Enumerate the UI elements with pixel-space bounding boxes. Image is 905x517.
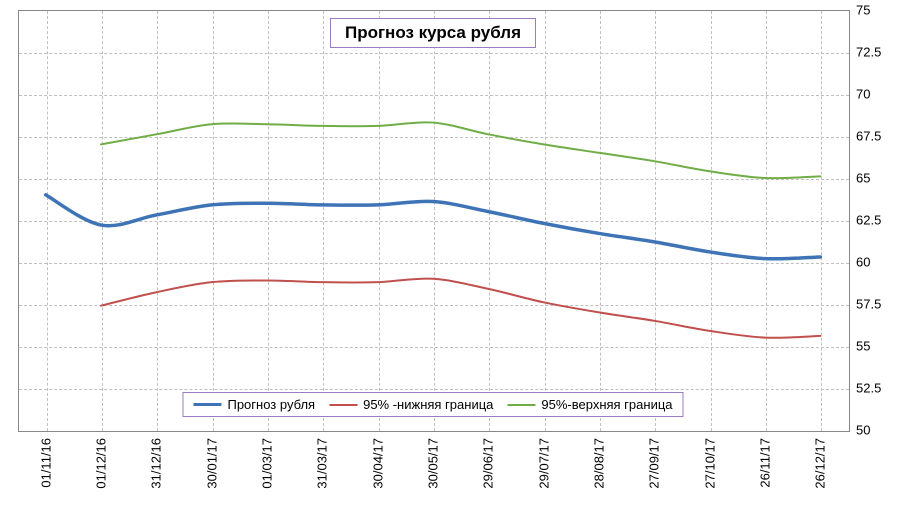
x-tick-label: 30/01/17 bbox=[204, 438, 219, 489]
y-tick-label: 57.5 bbox=[856, 297, 881, 312]
x-tick-label: 27/10/17 bbox=[702, 438, 717, 489]
y-tick-label: 60 bbox=[856, 255, 870, 270]
x-tick-label: 26/11/17 bbox=[758, 438, 773, 488]
y-tick-label: 55 bbox=[856, 339, 870, 354]
x-tick-label: 30/05/17 bbox=[426, 438, 441, 489]
legend-swatch bbox=[193, 403, 221, 407]
x-tick-label: 01/12/16 bbox=[94, 438, 109, 489]
y-tick-label: 70 bbox=[856, 87, 870, 102]
x-tick-label: 26/12/17 bbox=[813, 438, 828, 489]
x-tick-label: 31/03/17 bbox=[315, 438, 330, 489]
x-tick-label: 30/04/17 bbox=[370, 438, 385, 489]
legend-label: 95%-верхняя граница bbox=[541, 397, 672, 412]
legend-label: Прогноз рубля bbox=[227, 397, 315, 412]
x-tick-label: 27/09/17 bbox=[647, 438, 662, 489]
y-tick-label: 52.5 bbox=[856, 381, 881, 396]
legend-item: 95%-верхняя граница bbox=[507, 397, 672, 412]
y-tick-label: 62.5 bbox=[856, 213, 881, 228]
x-tick-label: 29/07/17 bbox=[536, 438, 551, 489]
legend-label: 95% -нижняя граница bbox=[363, 397, 493, 412]
legend-item: Прогноз рубля bbox=[193, 397, 315, 412]
y-tick-label: 50 bbox=[856, 423, 870, 438]
x-tick-label: 01/11/16 bbox=[38, 438, 53, 488]
chart-legend: Прогноз рубля 95% -нижняя граница 95%-верх… bbox=[182, 392, 683, 417]
y-tick-label: 75 bbox=[856, 3, 870, 18]
x-tick-label: 29/06/17 bbox=[481, 438, 496, 489]
legend-swatch bbox=[507, 404, 535, 406]
legend-swatch bbox=[329, 404, 357, 406]
chart-title: Прогноз курса рубля bbox=[330, 18, 536, 48]
y-tick-label: 65 bbox=[856, 171, 870, 186]
x-tick-label: 01/03/17 bbox=[260, 438, 275, 489]
series-line bbox=[101, 122, 820, 178]
x-tick-label: 31/12/16 bbox=[149, 438, 164, 489]
chart-container: Прогноз курса рубля Прогноз рубля 95% -ни… bbox=[0, 0, 905, 517]
x-tick-label: 28/08/17 bbox=[592, 438, 607, 489]
series-line bbox=[46, 195, 821, 259]
legend-item: 95% -нижняя граница bbox=[329, 397, 493, 412]
y-tick-label: 67.5 bbox=[856, 129, 881, 144]
series-line bbox=[101, 279, 820, 338]
y-tick-label: 72.5 bbox=[856, 45, 881, 60]
